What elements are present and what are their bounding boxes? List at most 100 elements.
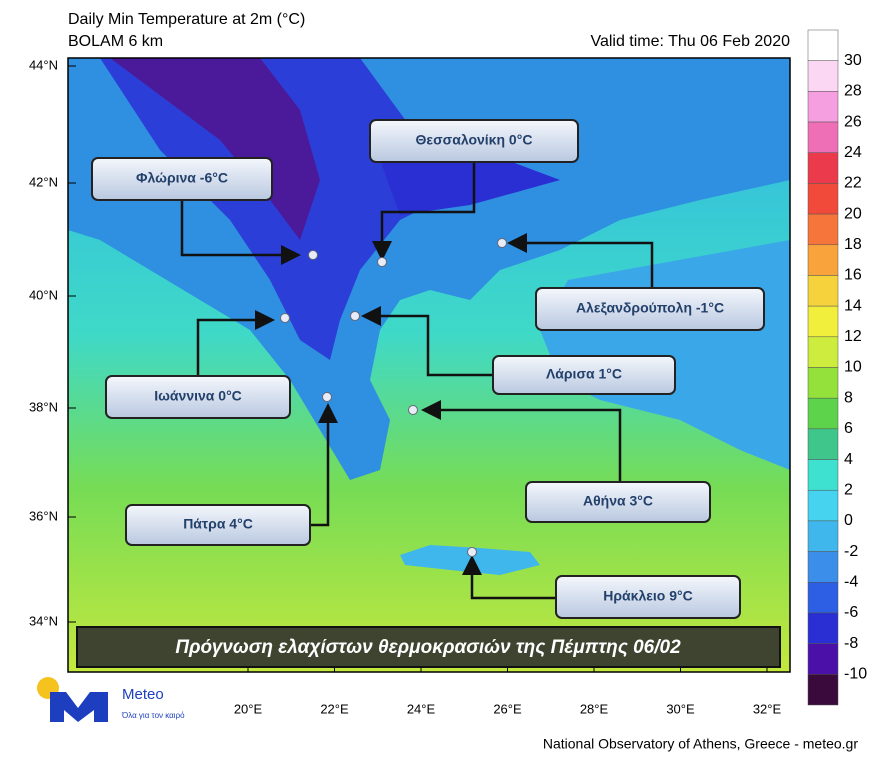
city-box: Φλώρινα -6°C: [91, 157, 273, 201]
city-box: Αθήνα 3°C: [525, 481, 711, 523]
colorbar-swatch: [807, 152, 839, 184]
logo: Meteo Όλα για τον καιρό: [37, 677, 185, 722]
colorbar-label: 16: [844, 267, 862, 284]
city-box-bg: [105, 375, 291, 419]
city-box: Ιωάννινα 0°C: [105, 375, 291, 419]
city-box-bg: [91, 157, 273, 201]
colorbar-swatch: [807, 29, 839, 61]
colorbar-swatch: [807, 91, 839, 123]
city-dot: [497, 238, 507, 248]
colorbar-label: 18: [844, 236, 862, 253]
colorbar-label: 30: [844, 52, 862, 69]
city-label: Ιωάννινα 0°C: [154, 388, 242, 404]
city-dot: [467, 547, 477, 557]
colorbar-swatch: [807, 336, 839, 368]
city-label: Θεσσαλονίκη 0°C: [416, 132, 533, 148]
pointer-arrow: [421, 400, 622, 482]
city-box-bg: [535, 287, 765, 331]
city-box: Αλεξανδρούπολη -1°C: [535, 287, 765, 331]
city-labels: Φλώρινα -6°C Θεσσαλονίκη 0°C Αλεξανδρούπολ…: [91, 119, 765, 619]
lon-label: 28°E: [580, 701, 609, 716]
lat-label: 36°N: [29, 508, 58, 523]
city-box-bg: [125, 504, 311, 546]
title: Daily Min Temperature at 2m (°C): [68, 11, 305, 28]
pointer-arrow: [196, 310, 275, 376]
lon-label: 26°E: [493, 701, 522, 716]
colorbar-label: 24: [844, 144, 862, 161]
city-box: Θεσσαλονίκη 0°C: [369, 119, 579, 163]
colorbar-label: -4: [844, 573, 858, 590]
city-label: Πάτρα 4°C: [183, 516, 253, 532]
latitude-axis: 44°N 42°N 40°N 38°N 36°N 34°N: [29, 57, 76, 628]
lon-label: 32°E: [753, 701, 782, 716]
colorbar-swatch: [807, 520, 839, 552]
valid-time: Valid time: Thu 06 Feb 2020: [590, 33, 790, 50]
colorbar-label: 12: [844, 328, 862, 345]
colorbar-swatch: [807, 121, 839, 153]
lon-label: 30°E: [666, 701, 695, 716]
city-label: Λάρισα 1°C: [546, 366, 622, 382]
colorbar-label: 8: [844, 389, 853, 406]
colorbar-swatch: [807, 459, 839, 491]
colorbar-label: 10: [844, 359, 862, 376]
colorbar-swatch: [807, 674, 839, 706]
city-label: Αλεξανδρούπολη -1°C: [576, 300, 724, 316]
colorbar-swatch: [807, 183, 839, 215]
colorbar-swatch: [807, 428, 839, 460]
colorbar-label: 0: [844, 512, 853, 529]
colorbar-label: -10: [844, 666, 867, 683]
footer: National Observatory of Athens, Greece -…: [543, 736, 858, 752]
colorbar-swatch: [807, 60, 839, 92]
colorbar-label: 2: [844, 481, 853, 498]
colorbar-label: -6: [844, 604, 858, 621]
city-box-bg: [555, 575, 741, 619]
city-label: Ηράκλειο 9°C: [603, 588, 692, 604]
city-dot: [350, 311, 360, 321]
pointer-arrow: [372, 162, 476, 261]
colorbar-swatch: [807, 612, 839, 644]
lat-label: 42°N: [29, 174, 58, 189]
longitude-axis: 20°E 22°E 24°E 26°E 28°E 30°E 32°E: [234, 664, 782, 716]
colorbar-label: -2: [844, 543, 858, 560]
lat-label: 38°N: [29, 399, 58, 414]
logo-name: Meteo: [122, 686, 164, 703]
banner-box: [76, 626, 781, 668]
city-box: Ηράκλειο 9°C: [555, 575, 741, 619]
colorbar-swatch: [807, 551, 839, 583]
city-label: Φλώρινα -6°C: [136, 170, 228, 186]
city-box-bg: [492, 355, 676, 395]
city-dot: [280, 313, 290, 323]
colorbar-swatch: [807, 213, 839, 246]
city-box: Λάρισα 1°C: [492, 355, 676, 395]
pointer-arrow: [462, 555, 556, 600]
lon-label: 24°E: [407, 701, 436, 716]
colorbar-label: 26: [844, 113, 862, 130]
colorbar-label: 28: [844, 83, 862, 100]
colorbar-label: 4: [844, 451, 853, 468]
city-dot: [408, 405, 418, 415]
city-label: Αθήνα 3°C: [583, 493, 653, 509]
banner: Πρόγνωση ελαχίστων θερμοκρασιών της Πέμπ…: [175, 637, 681, 658]
colorbar-swatch: [807, 489, 839, 522]
lat-label: 40°N: [29, 287, 58, 302]
logo-tagline: Όλα για τον καιρό: [121, 711, 185, 720]
lon-label: 22°E: [320, 701, 349, 716]
colorbar-swatch: [807, 275, 839, 307]
colorbar-swatch: [807, 305, 839, 338]
city-dot: [322, 392, 332, 402]
city-dot: [308, 250, 318, 260]
city-box-bg: [369, 119, 579, 163]
colorbar-label: 20: [844, 205, 862, 222]
colorbar-label: 6: [844, 420, 853, 437]
colorbar-label: -8: [844, 635, 858, 652]
colorbar-swatch: [807, 582, 839, 614]
model: BOLAM 6 km: [68, 33, 163, 50]
colorbar-swatch: [807, 397, 839, 430]
city-dot: [377, 257, 387, 267]
lon-label: 20°E: [234, 701, 263, 716]
pointer-arrow: [180, 200, 301, 265]
colorbar-label: 14: [844, 297, 862, 314]
lat-label: 44°N: [29, 57, 58, 72]
